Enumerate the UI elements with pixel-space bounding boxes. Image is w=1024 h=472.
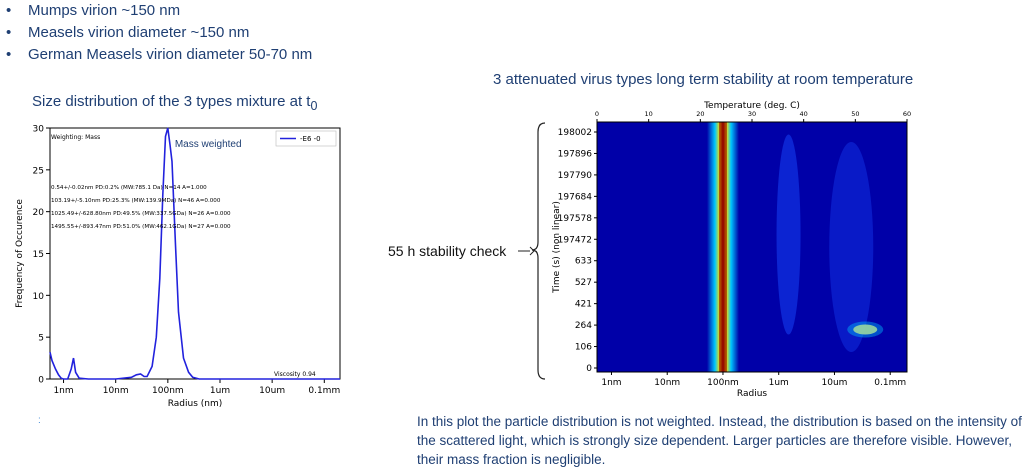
x-tick-label: 1um xyxy=(210,386,230,396)
x-tick-label: 1um xyxy=(769,378,789,388)
y-tick-label: 197578 xyxy=(558,214,593,224)
y-tick-label: 0 xyxy=(38,376,44,386)
stability-label: 55 h stability check xyxy=(388,243,507,259)
y-tick-label: 5 xyxy=(38,334,44,344)
bullet-item: • Mumps virion ~150 nm xyxy=(6,0,312,22)
x-tick-label: 10nm xyxy=(103,386,129,396)
y-tick-label: 264 xyxy=(575,321,592,331)
y-tick-label: 197472 xyxy=(558,235,592,245)
x-tick-label: 0.1mm xyxy=(308,386,340,396)
viscosity-annotation: Viscosity 0.94 xyxy=(274,371,316,378)
peak-stats-annotation: 1025.49+/-628.80nm PD:49.5% (MW:337.5GDa… xyxy=(51,211,231,217)
weighting-annotation: Weighting: Mass xyxy=(51,134,100,141)
left-title-subscript: 0 xyxy=(310,99,318,113)
main-band-core xyxy=(718,122,727,372)
x-tick-label: 0.1mm xyxy=(874,378,906,388)
y-tick-label: 30 xyxy=(33,125,45,135)
y-tick-label: 197790 xyxy=(558,171,593,181)
x2-tick-label: 10 xyxy=(645,110,653,118)
x2-tick-label: 0 xyxy=(595,110,599,118)
heatmap-layer xyxy=(597,122,907,372)
y-tick-label: 15 xyxy=(33,250,44,260)
bracket-shape xyxy=(531,122,546,380)
left-title-text: Size distribution of the 3 types mixture… xyxy=(32,93,311,110)
bullet-item: • Measels virion diameter ~150 nm xyxy=(6,22,312,44)
bullet-text: German Measels virion diameter 50-70 nm xyxy=(28,46,313,63)
y-tick-label: 106 xyxy=(575,343,592,353)
plot-frame xyxy=(49,127,341,380)
x-axis-label: Radius (nm) xyxy=(168,399,223,409)
bullet-text: Measels virion diameter ~150 nm xyxy=(28,24,250,41)
bullet-dot-icon: • xyxy=(6,24,12,41)
y-tick-label: 0 xyxy=(586,364,592,374)
y-tick-label: 20 xyxy=(33,208,45,218)
y-tick-label: 421 xyxy=(575,300,592,310)
x2-tick-label: 30 xyxy=(748,110,756,118)
peak-stats-annotation: 0.54+/-0.02nm PD:0.2% (MW:785.1 Da) N=14… xyxy=(51,185,207,191)
x-axis-label: Radius xyxy=(737,389,767,399)
x-tick-label: 1nm xyxy=(601,378,621,388)
y-tick-label: 197684 xyxy=(558,192,593,202)
colon-mark: : xyxy=(38,415,41,426)
x2-tick-label: 40 xyxy=(800,110,808,118)
y-tick-label: 10 xyxy=(33,292,45,302)
y-axis-label: Time (s) (non linear) xyxy=(552,201,562,294)
bullet-item: • German Measels virion diameter 50-70 nm xyxy=(6,44,312,66)
left-chart-title: Size distribution of the 3 types mixture… xyxy=(32,93,317,113)
x2-tick-label: 20 xyxy=(696,110,704,118)
y-tick-label: 198002 xyxy=(558,128,592,138)
x-tick-label: 100nm xyxy=(152,386,184,396)
x-tick-label: 10um xyxy=(822,378,848,388)
bracket-arrow-icon xyxy=(529,246,535,256)
hotspot-feature xyxy=(853,324,878,335)
x-tick-label: 1nm xyxy=(53,386,73,396)
bullet-text: Mumps virion ~150 nm xyxy=(28,2,181,19)
bullet-dot-icon: • xyxy=(6,46,12,63)
secondary-feature xyxy=(776,134,801,335)
bullet-list: • Mumps virion ~150 nm • Measels virion di… xyxy=(6,0,312,66)
peak-stats-annotation: 1495.55+/-893.47nm PD:51.0% (MW:462.1GDa… xyxy=(51,224,231,230)
x2-tick-label: 60 xyxy=(903,110,911,118)
bullet-dot-icon: • xyxy=(6,2,12,19)
legend-box xyxy=(275,130,337,147)
x2-axis-label: Temperature (deg. C) xyxy=(703,101,800,111)
y-tick-label: 527 xyxy=(575,278,592,288)
series-line xyxy=(49,127,340,380)
secondary-feature xyxy=(829,142,874,352)
x-tick-label: 10nm xyxy=(654,378,680,388)
note-text: In this plot the particle distribution i… xyxy=(417,414,1022,467)
y-axis-label: Frequency of Occurence xyxy=(15,199,25,308)
mass-weighted-annotation: Mass weighted xyxy=(175,139,242,150)
hotspot-halo xyxy=(847,321,884,338)
x-tick-label: 10um xyxy=(259,386,285,396)
x-tick-label: 100nm xyxy=(707,378,739,388)
y-tick-label: 197896 xyxy=(558,149,593,159)
peak-stats-annotation: 103.19+/-5.10nm PD:25.3% (MW:139.9MDa) N… xyxy=(51,198,221,204)
legend-label: -E6 -0 xyxy=(300,135,321,143)
x2-tick-label: 50 xyxy=(851,110,859,118)
y-tick-label: 25 xyxy=(33,166,44,176)
y-tick-label: 633 xyxy=(575,257,592,267)
right-chart-title: 3 attenuated virus types long term stabi… xyxy=(493,71,914,88)
size-distribution-chart: 0 5 10 15 20 25 30 1nm 10nm 100nm 1um 10um 0.1mm Radi… xyxy=(15,125,341,426)
bracket-annotation xyxy=(518,122,546,380)
stability-heatmap-chart: 0 106 264 421 527 633 197472 197578 197684 197790… xyxy=(552,101,911,399)
